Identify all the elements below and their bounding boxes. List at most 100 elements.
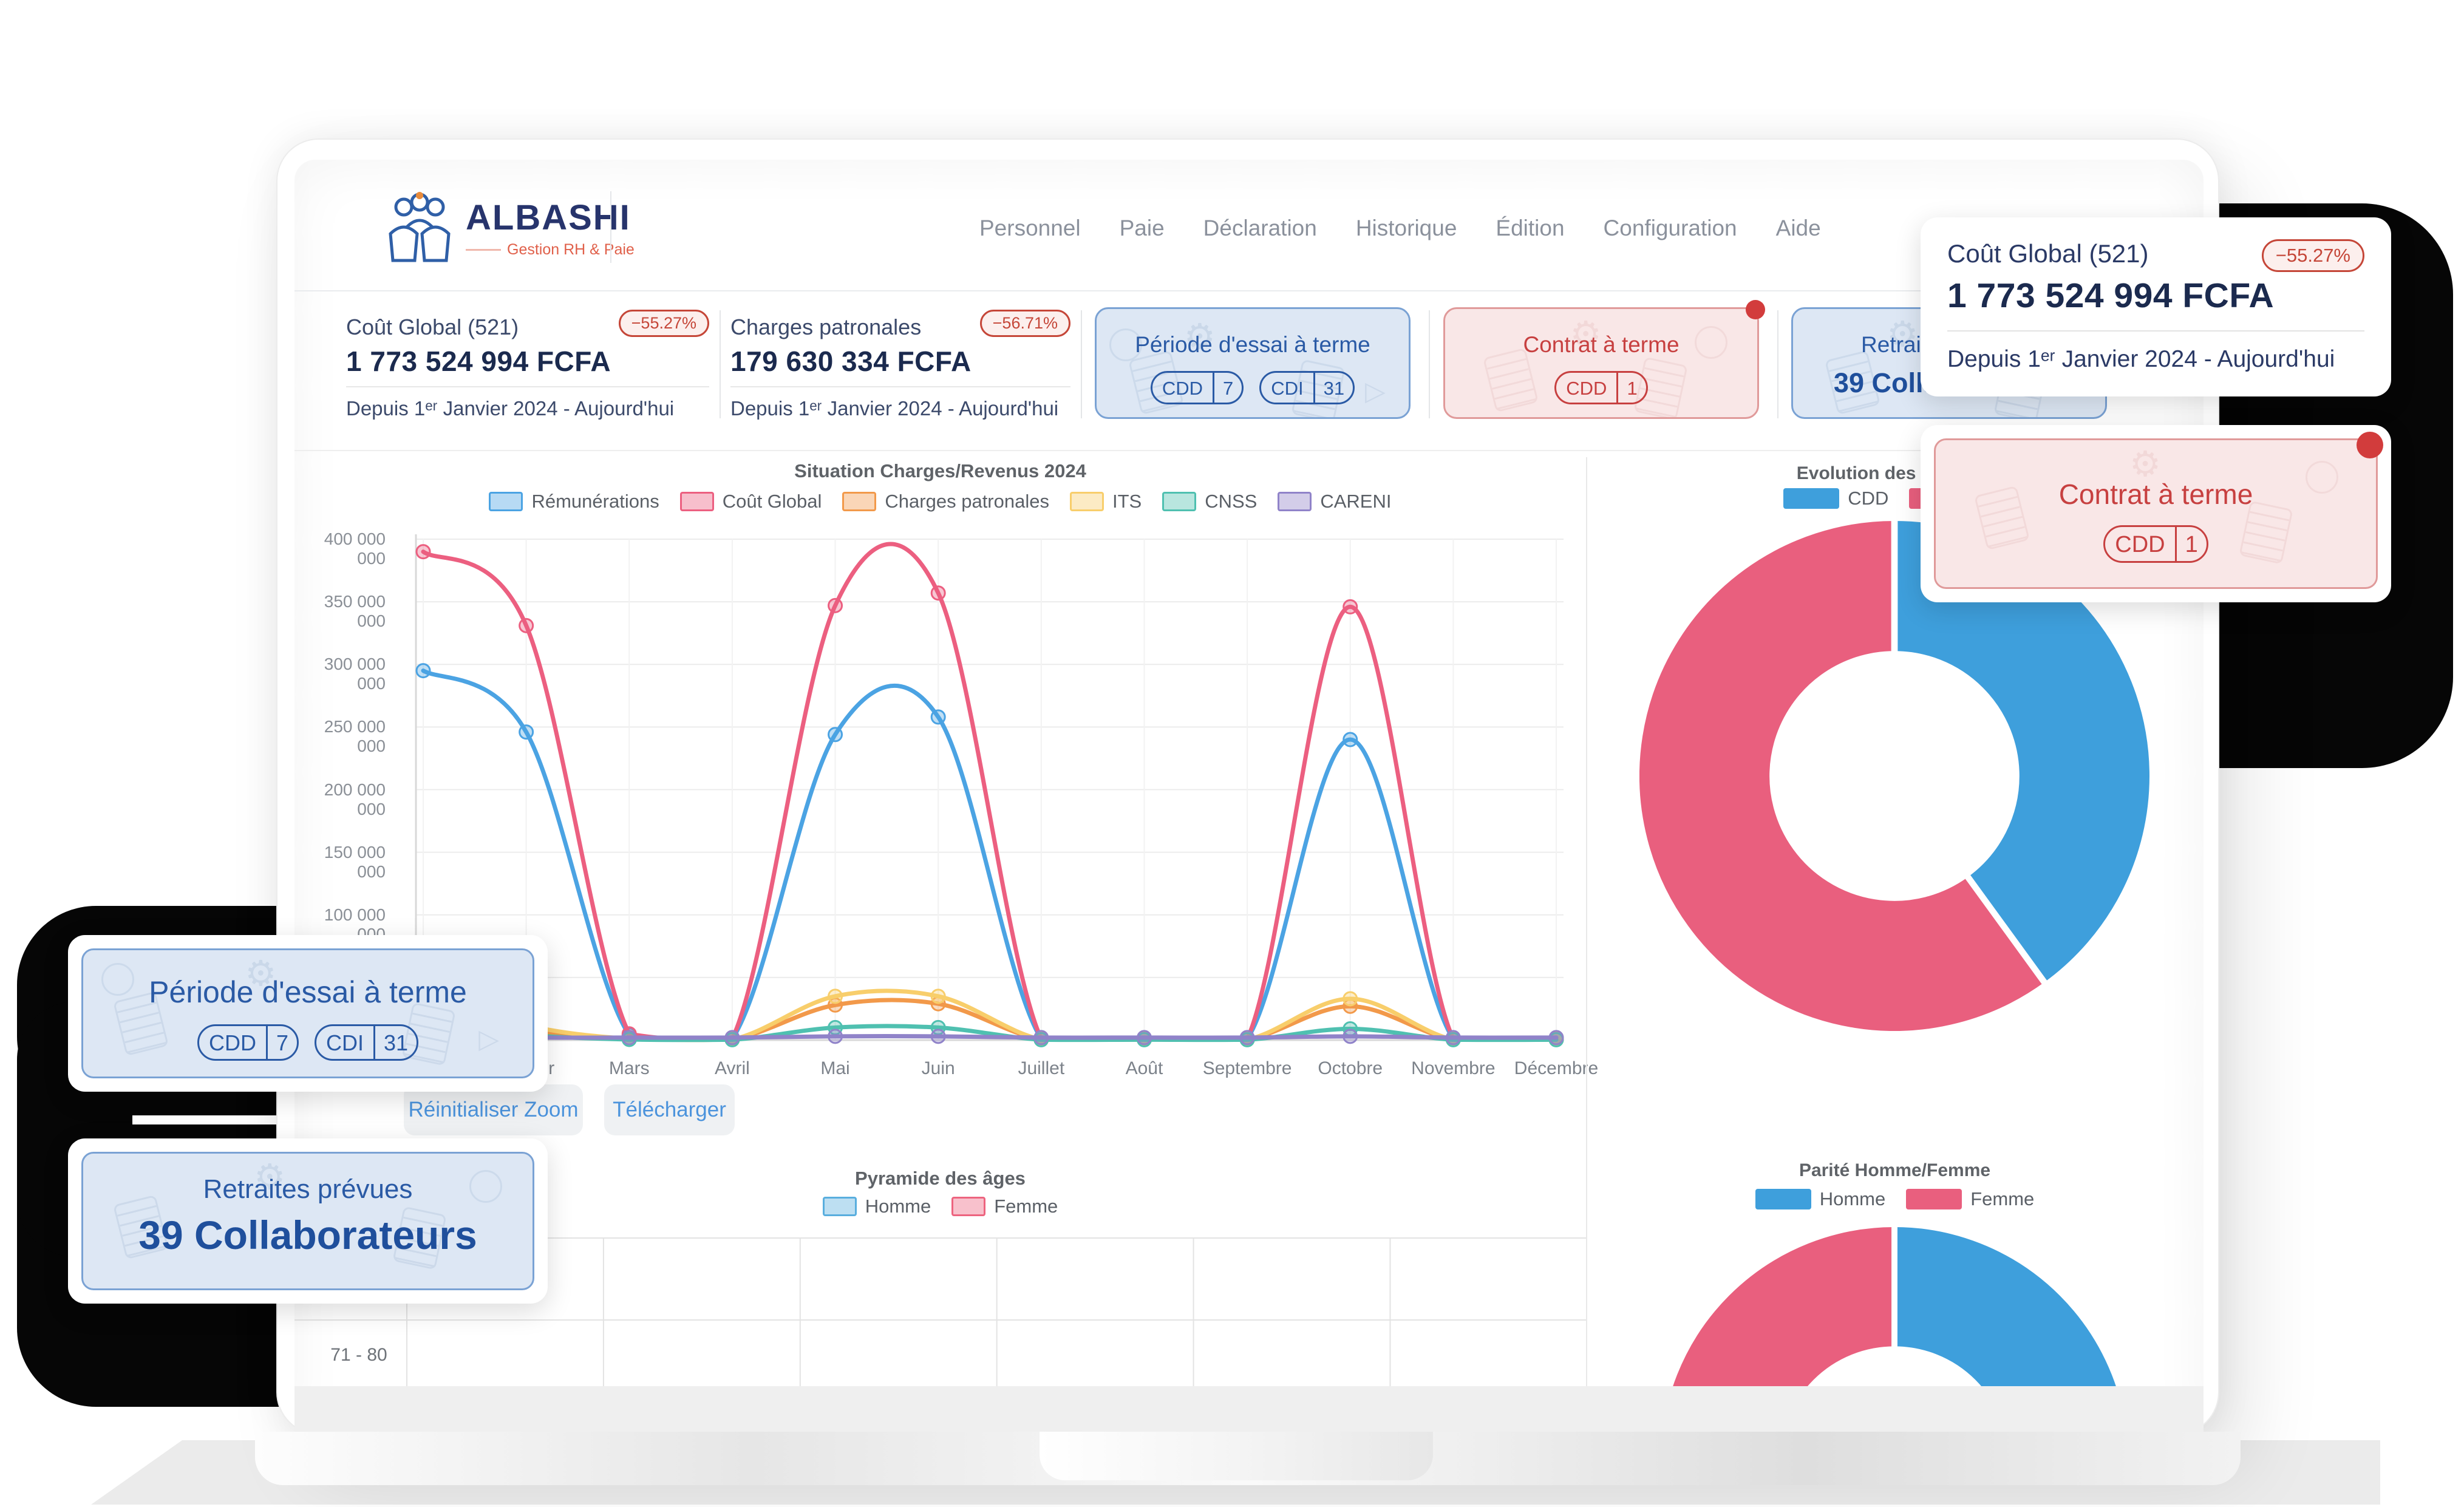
nav-item-aide[interactable]: Aide xyxy=(1775,216,1821,240)
floating-stat-period: Depuis 1ᵉʳ Janvier 2024 - Aujourd'hui xyxy=(1947,346,2335,372)
reset-zoom-button[interactable]: Réinitialiser Zoom xyxy=(404,1084,583,1135)
line-chart-title: Situation Charges/Revenus 2024 xyxy=(794,460,1086,481)
stat-period: Depuis 1ᵉʳ Janvier 2024 - Aujourd'hui xyxy=(346,397,675,420)
pill-cdi: CDI 31 xyxy=(314,1024,419,1061)
floating-cout-global-card: Coût Global (521) −55.27% 1 773 524 994 … xyxy=(1921,217,2391,396)
legend-label: Homme xyxy=(1819,1188,1886,1209)
legend-label: Rémunérations xyxy=(531,491,659,512)
download-button[interactable]: Télécharger xyxy=(604,1084,735,1135)
divider xyxy=(1429,310,1430,418)
x-tick: Septembre xyxy=(1202,1058,1292,1078)
line-legend-item[interactable]: Charges patronales xyxy=(842,491,1049,512)
nav-item-historique[interactable]: Historique xyxy=(1355,216,1457,240)
legend-label: Femme xyxy=(994,1196,1058,1217)
stat-charges-patronales[interactable]: Charges patronales −56.71% 179 630 334 F… xyxy=(730,310,1070,421)
background-doodles: ⚙ xyxy=(1936,440,2376,587)
line-legend-item[interactable]: Coût Global xyxy=(679,491,822,512)
nav-item-configuration[interactable]: Configuration xyxy=(1603,216,1737,240)
pill-cdd: CDD 1 xyxy=(2103,525,2208,563)
x-tick: Mars xyxy=(608,1058,650,1078)
albashi-logo-icon xyxy=(389,192,451,262)
nav-item-paie[interactable]: Paie xyxy=(1119,216,1165,240)
stat-cout-global[interactable]: Coût Global (521) −55.27% 1 773 524 994 … xyxy=(346,310,709,421)
pyramid-chart-title: Pyramide des âges xyxy=(855,1168,1026,1189)
line-chart xyxy=(398,524,1576,1107)
x-tick: Juin xyxy=(921,1058,955,1078)
legend-label: Homme xyxy=(865,1196,931,1217)
legend-swatch xyxy=(1755,1189,1811,1209)
column-divider xyxy=(1586,457,1587,1434)
screen-bottom-strip xyxy=(294,1386,2204,1434)
card-contrat-terme[interactable]: ⚙ Contrat à terme CDD 1 xyxy=(1443,300,1765,419)
nav-item-personnel[interactable]: Personnel xyxy=(979,216,1081,240)
pill-cdd: CDD 7 xyxy=(1150,371,1244,404)
age-bucket-label: 71 - 80 xyxy=(330,1345,387,1365)
line-legend-item[interactable]: Rémunérations xyxy=(489,491,659,512)
floating-retraites-card: ⚙ Retraites prévues 39 Collaborateurs xyxy=(68,1138,548,1304)
dashboard-screen: ALBASHI Gestion RH & Paie Personnel Paie… xyxy=(294,160,2204,1434)
legend-swatch xyxy=(1906,1189,1962,1209)
legend-swatch xyxy=(679,492,714,511)
series-Coût Global xyxy=(421,542,1559,1042)
y-tick: 350 000 000 xyxy=(324,592,386,631)
floating-card-title: Retraites prévues xyxy=(203,1174,413,1204)
pyramid-legend: Homme Femme xyxy=(294,1196,1586,1217)
parity-legend-item[interactable]: Homme xyxy=(1755,1188,1886,1210)
x-tick: Mai xyxy=(820,1058,850,1078)
pill-cdd: CDD 7 xyxy=(197,1024,299,1061)
pyramid-legend-item[interactable]: Femme xyxy=(951,1196,1058,1217)
laptop-frame: ALBASHI Gestion RH & Paie Personnel Paie… xyxy=(276,138,2219,1435)
pill-row: CDD 1 xyxy=(1936,525,2376,563)
stat-label: Charges patronales xyxy=(730,315,922,339)
y-tick: 200 000 000 xyxy=(324,780,386,818)
divider xyxy=(730,386,1070,387)
x-tick: Décembre xyxy=(1514,1058,1599,1078)
pill-row: CDD 7 CDI 31 xyxy=(83,1024,533,1061)
pill-row: CDD 1 xyxy=(1445,371,1757,404)
stat-badge: −56.71% xyxy=(979,310,1070,337)
series-Rémunérations xyxy=(421,668,1559,1042)
floating-periode-essai-card: ⚙ ▷ Période d'essai à terme CDD 7 CDI 31 xyxy=(68,935,548,1092)
legend-label: CDD xyxy=(1848,488,1889,509)
nav-item-edition[interactable]: Édition xyxy=(1496,216,1565,240)
legend-label: CARENI xyxy=(1320,491,1392,512)
divider xyxy=(1777,310,1778,418)
line-legend-item[interactable]: ITS xyxy=(1069,491,1142,512)
legend-swatch xyxy=(951,1197,986,1216)
legend-label: Charges patronales xyxy=(885,491,1049,512)
stat-period: Depuis 1ᵉʳ Janvier 2024 - Aujourd'hui xyxy=(730,397,1059,420)
stat-value: 179 630 334 FCFA xyxy=(730,345,972,377)
legend-swatch xyxy=(1069,492,1104,511)
card-title: Période d'essai à terme xyxy=(1135,332,1370,357)
x-tick: Octobre xyxy=(1318,1058,1383,1078)
legend-swatch xyxy=(822,1197,857,1216)
line-legend-item[interactable]: CARENI xyxy=(1278,491,1392,512)
y-tick: 150 000 000 xyxy=(324,842,386,881)
floating-stat-badge: −55.27% xyxy=(2261,239,2364,272)
legend-label: CNSS xyxy=(1205,491,1258,512)
header-divider xyxy=(610,191,611,263)
parity-donut-title: Parité Homme/Femme xyxy=(1799,1160,1991,1180)
nav-item-declaration[interactable]: Déclaration xyxy=(1203,216,1317,240)
legend-swatch xyxy=(1783,488,1840,509)
legend-swatch xyxy=(842,492,877,511)
contracts-legend-item[interactable]: CDD xyxy=(1783,488,1888,509)
card-periode-essai[interactable]: ⚙ ▷ Période d'essai à terme CDD 7 CDI 31 xyxy=(1095,307,1411,419)
x-tick: Juillet xyxy=(1018,1058,1065,1078)
x-tick: Août xyxy=(1125,1058,1163,1078)
parity-legend-item[interactable]: Femme xyxy=(1906,1188,2034,1210)
line-chart-legend: Rémunérations Coût Global Charges patronal… xyxy=(294,491,1586,512)
y-axis-labels: 400 000 000 350 000 000 300 000 000 250 000… xyxy=(294,524,386,1070)
notification-dot xyxy=(2357,432,2383,458)
pyramid-legend-item[interactable]: Homme xyxy=(822,1196,931,1217)
floating-card-title: Contrat à terme xyxy=(2058,478,2253,510)
stat-value: 1 773 524 994 FCFA xyxy=(346,345,611,377)
laptop-base-notch xyxy=(1040,1432,1433,1480)
legend-swatch xyxy=(1162,492,1197,511)
brand-name: ALBASHI xyxy=(466,198,631,237)
notification-dot xyxy=(1746,300,1765,319)
line-legend-item[interactable]: CNSS xyxy=(1162,491,1257,512)
series-CARENI xyxy=(421,1034,1559,1040)
card-title: Contrat à terme xyxy=(1523,332,1680,357)
header-bottom-line xyxy=(294,290,2204,291)
